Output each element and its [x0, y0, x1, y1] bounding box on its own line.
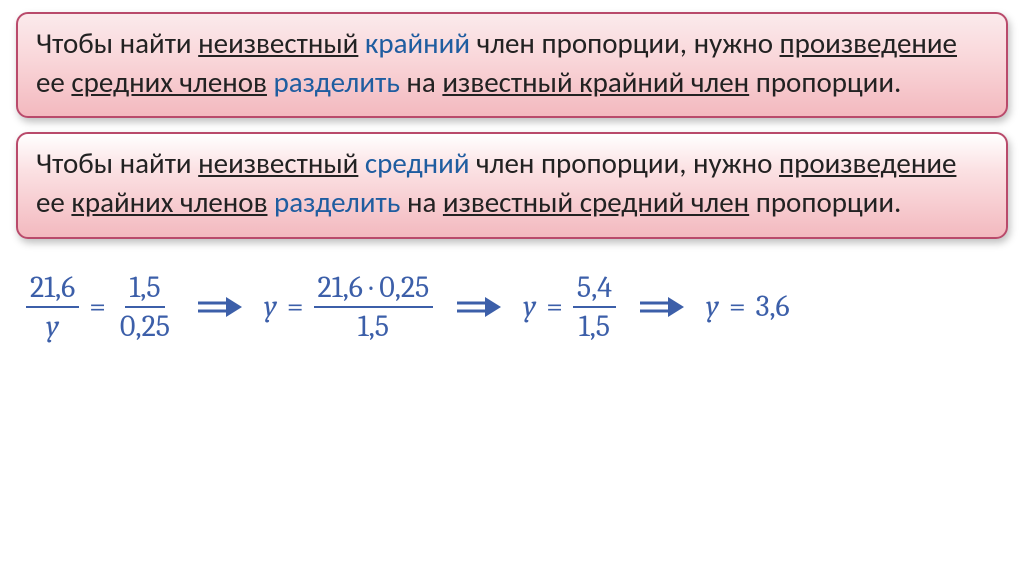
text: неизвестный: [198, 25, 358, 61]
equals-sign: =: [89, 289, 106, 324]
variable: y: [706, 289, 719, 324]
formula-step-1: 21,6 y = 1,5 0,25: [26, 271, 174, 343]
slide-root: Чтобы найти неизвестный крайний член про…: [0, 0, 1024, 343]
text: на: [400, 184, 443, 220]
text: член пропорции, нужно: [470, 25, 780, 61]
text: крайний: [365, 25, 470, 61]
equals-sign: =: [287, 289, 304, 324]
fraction: 1,5 0,25: [116, 271, 174, 343]
formula-step-4: y = 3,6: [706, 289, 790, 324]
text: Чтобы найти: [36, 25, 198, 61]
formula-step-2: y = 21,6 · 0,25 1,5: [264, 271, 433, 343]
result-value: 3,6: [756, 289, 790, 324]
text: пропорции.: [749, 64, 901, 100]
rule-box-extreme: Чтобы найти неизвестный крайний член про…: [16, 12, 1008, 118]
text: пропорции.: [749, 184, 901, 220]
fraction: 5,4 1,5: [573, 271, 616, 343]
denominator: 0,25: [116, 308, 174, 343]
text: ее: [36, 184, 71, 220]
formula-chain: 21,6 y = 1,5 0,25 y = 21,6 · 0,25 1,5: [16, 253, 1008, 343]
numerator: 21,6: [26, 271, 79, 308]
denominator: y: [42, 308, 63, 343]
variable: y: [264, 289, 277, 324]
text: произведение: [780, 25, 957, 61]
implies-arrow-icon: [638, 295, 684, 319]
denominator: 1,5: [575, 308, 614, 343]
text: неизвестный: [198, 145, 358, 181]
implies-arrow-icon: [455, 295, 501, 319]
implies-arrow-icon: [196, 295, 242, 319]
text: разделить: [274, 184, 400, 220]
numerator: 5,4: [573, 271, 616, 308]
fraction: 21,6 y: [26, 271, 79, 343]
variable: y: [523, 289, 536, 324]
denominator: 1,5: [354, 308, 393, 343]
rule-box-middle: Чтобы найти неизвестный средний член про…: [16, 132, 1008, 238]
formula-step-3: y = 5,4 1,5: [523, 271, 616, 343]
text: ее: [36, 64, 71, 100]
equals-sign: =: [546, 289, 563, 324]
equals-sign: =: [729, 289, 746, 324]
text: крайних членов: [71, 184, 267, 220]
text: на: [400, 64, 443, 100]
text: произведение: [779, 145, 956, 181]
numerator: 1,5: [125, 271, 164, 308]
text: разделить: [274, 64, 400, 100]
text: известный крайний член: [442, 64, 749, 100]
text: средний: [365, 145, 470, 181]
text: член пропорции, нужно: [470, 145, 780, 181]
text: средних членов: [71, 64, 267, 100]
text: известный средний член: [443, 184, 749, 220]
numerator: 21,6 · 0,25: [314, 271, 434, 308]
fraction: 21,6 · 0,25 1,5: [314, 271, 434, 343]
text: Чтобы найти: [36, 145, 198, 181]
